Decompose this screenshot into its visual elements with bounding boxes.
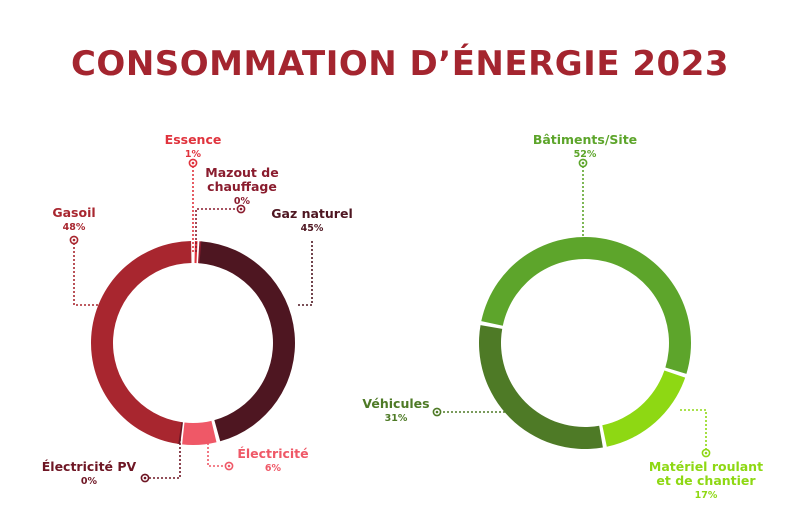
value-batiments-site: 52% [574,149,597,160]
label-electricite-pv: Électricité PV [42,459,137,474]
value-gasoil: 48% [63,222,86,233]
marker-dot-gasoil [72,238,76,242]
slice-materiel-roulant-et-de-chantier [602,370,686,447]
leader-gasoil [73,240,98,306]
leader-mazout-de-chauffage [195,208,241,252]
label-essence: Essence [165,132,222,147]
value-gaz-naturel: 45% [301,223,324,234]
marker-dot-batiments-site [581,161,585,165]
label-batiments-site: Bâtiments/Site [533,132,637,147]
leader-materiel-roulant-et-de-chantier [680,409,707,453]
label-gasoil: Gasoil [52,205,95,220]
marker-dot-mazout-de-chauffage [239,207,243,211]
slice-batiments-site [481,237,691,374]
marker-dot-essence [191,161,195,165]
value-electricite-pv: 0% [81,476,98,487]
label-mazout-de-chauffage: Mazout de [205,165,278,180]
label-electricite: Électricité [237,446,308,461]
value-essence: 1% [185,149,202,160]
value-materiel-roulant-et-de-chantier: 17% [695,490,718,501]
chart-title: CONSOMMATION D’ÉNERGIE 2023 [70,44,730,84]
marker-dot-vehicules [435,410,439,414]
label-vehicules: Véhicules [362,396,429,411]
label-materiel-roulant-et-de-chantier: Matériel roulant [649,459,763,474]
marker-dot-electricite [227,464,231,468]
slice-gasoil [90,241,192,444]
slice-essence [194,241,198,264]
label-materiel-roulant-et-de-chantier: et de chantier [656,473,756,488]
leader-electricite [207,431,229,467]
marker-dot-materiel-roulant-et-de-chantier [704,451,708,455]
leader-gaz-naturel [298,240,313,306]
marker-dot-electricite-pv [143,476,147,480]
slice-vehicules [479,325,603,449]
value-electricite: 6% [265,463,282,474]
label-gaz-naturel: Gaz naturel [271,206,352,221]
slice-electricite [182,420,217,445]
value-vehicules: 31% [385,413,408,424]
label-mazout-de-chauffage: chauffage [207,179,277,194]
slice-gaz-naturel [199,241,296,442]
value-mazout-de-chauffage: 0% [234,196,251,207]
